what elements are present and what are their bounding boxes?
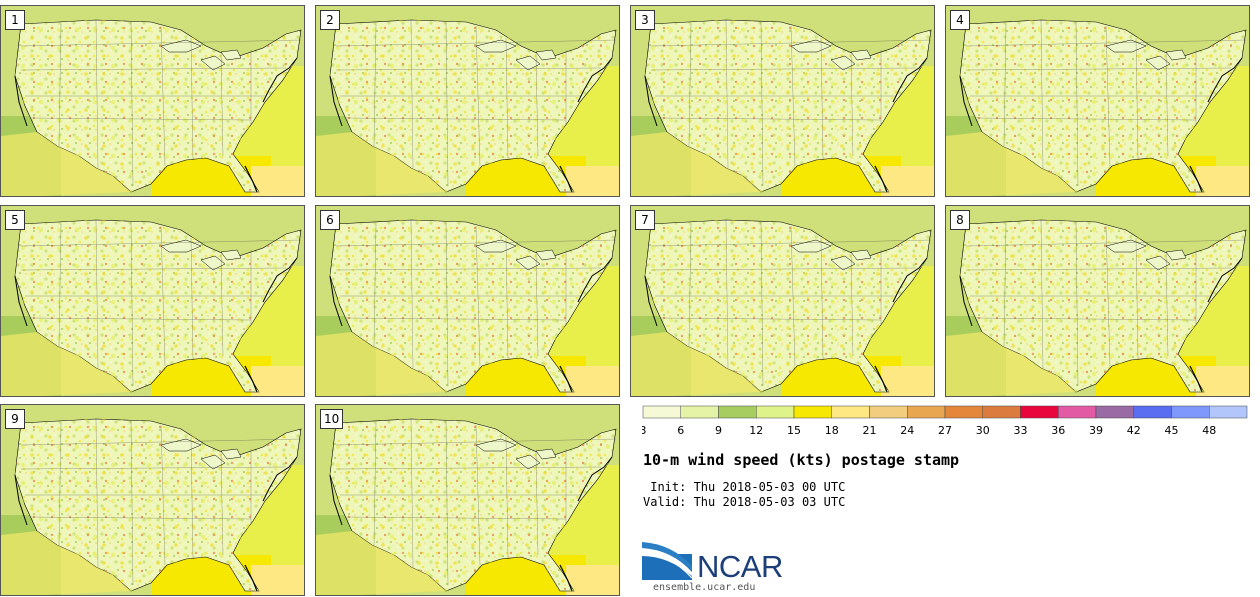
legend-swatch	[793, 405, 832, 419]
stamp-number: 2	[320, 10, 340, 30]
stamp-number: 7	[635, 210, 655, 230]
legend-swatch	[1058, 405, 1097, 419]
postage-stamp-4: 4	[945, 5, 1250, 197]
legend-swatch	[982, 405, 1021, 419]
legend-swatch	[869, 405, 908, 419]
ncar-logo-text: NCAR	[697, 549, 783, 584]
legend-tick-label: 45	[1165, 424, 1179, 435]
stamp-number: 3	[635, 10, 655, 30]
stamp-number: 6	[320, 210, 340, 230]
stamp-number: 4	[950, 10, 970, 30]
legend-swatch	[642, 405, 681, 419]
legend-tick-label: 15	[787, 424, 801, 435]
stamp-number: 1	[5, 10, 25, 30]
legend-tick-label: 9	[715, 424, 722, 435]
postage-stamp-9: 9	[0, 404, 305, 596]
wind-speed-map	[1, 206, 304, 396]
legend-tick-label: 33	[1014, 424, 1028, 435]
postage-stamp-8: 8	[945, 205, 1250, 397]
stamp-number: 10	[320, 409, 344, 429]
legend-tick-label: 21	[863, 424, 877, 435]
postage-stamp-1: 1	[0, 5, 305, 197]
legend-tick-label: 48	[1202, 424, 1216, 435]
legend-swatch	[718, 405, 757, 419]
stamp-number: 5	[5, 210, 25, 230]
legend-swatch	[1095, 405, 1134, 419]
wind-speed-map	[946, 206, 1249, 396]
legend-tick-label: 39	[1089, 424, 1103, 435]
legend-tick-label: 12	[749, 424, 763, 435]
legend-swatch	[907, 405, 946, 419]
wind-speed-map	[946, 6, 1249, 196]
legend-tick-label: 36	[1051, 424, 1065, 435]
wind-speed-map	[1, 405, 304, 595]
legend-tick-label: 3	[642, 424, 647, 435]
wind-speed-map	[631, 6, 934, 196]
wind-speed-map	[316, 206, 619, 396]
legend-swatch	[1209, 405, 1248, 419]
ncar-logo-icon	[642, 542, 693, 580]
legend-tick-label: 6	[677, 424, 684, 435]
postage-stamp-7: 7	[630, 205, 935, 397]
wind-speed-map	[316, 6, 619, 196]
legend-swatch	[756, 405, 795, 419]
postage-stamp-6: 6	[315, 205, 620, 397]
postage-stamp-2: 2	[315, 5, 620, 197]
legend-tick-label: 18	[825, 424, 839, 435]
stamp-number: 8	[950, 210, 970, 230]
legend-swatch	[1171, 405, 1210, 419]
legend-tick-label: 42	[1127, 424, 1141, 435]
legend-swatch	[680, 405, 719, 419]
legend-swatch	[1133, 405, 1172, 419]
legend-swatch	[831, 405, 870, 419]
chart-title: 10-m wind speed (kts) postage stamp	[643, 451, 960, 469]
valid-time: Valid: Thu 2018-05-03 03 UTC	[643, 495, 846, 509]
postage-stamp-5: 5	[0, 205, 305, 397]
legend-tick-label: 30	[976, 424, 990, 435]
wind-speed-map	[316, 405, 619, 595]
stamp-number: 9	[5, 409, 25, 429]
postage-stamp-3: 3	[630, 5, 935, 197]
wind-speed-map	[1, 6, 304, 196]
wind-speed-map	[631, 206, 934, 396]
colorbar-legend: 3 6 9 12 15 18 21 24 27 30 33 36 39 42 45 48	[642, 405, 1248, 435]
legend-swatch	[944, 405, 983, 419]
site-url: ensemble.ucar.edu	[653, 582, 756, 593]
legend-tick-label: 24	[900, 424, 914, 435]
init-time: Init: Thu 2018-05-03 00 UTC	[643, 480, 846, 494]
postage-stamp-10: 10	[315, 404, 620, 596]
legend-tick-label: 27	[938, 424, 952, 435]
legend-swatch	[1020, 405, 1059, 419]
